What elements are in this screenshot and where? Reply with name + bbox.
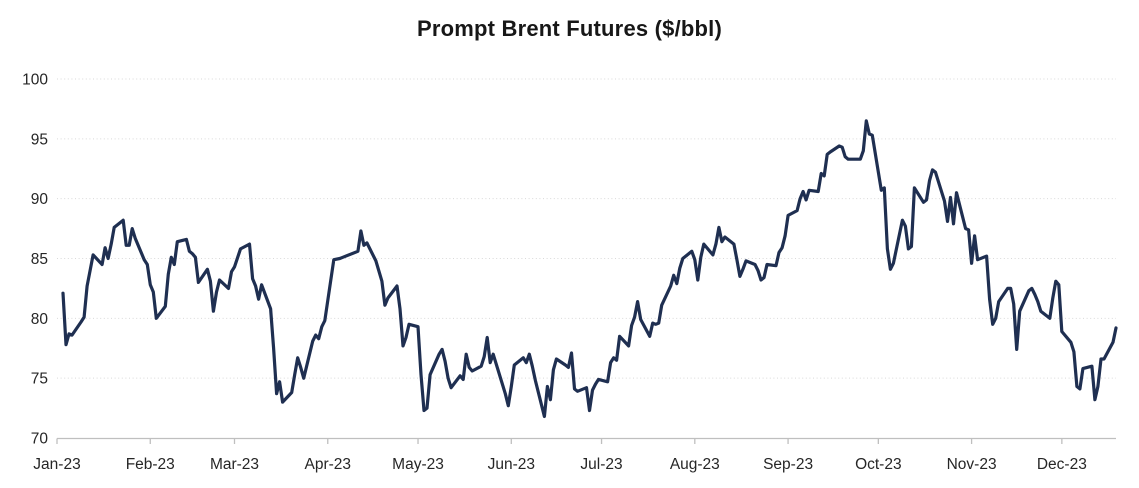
- x-axis-label: Jan-23: [33, 456, 80, 473]
- x-axis-label: Nov-23: [947, 456, 997, 473]
- x-axis-label: Jun-23: [488, 456, 535, 473]
- y-axis-label: 80: [31, 311, 49, 328]
- price-line: [61, 119, 1118, 419]
- y-axis-label: 85: [31, 251, 48, 268]
- y-axis-label: 75: [31, 371, 48, 388]
- y-axis-label: 90: [31, 191, 49, 208]
- x-axis-label: May-23: [392, 456, 444, 473]
- x-axis-label: Sep-23: [763, 456, 813, 473]
- y-axis-label: 70: [31, 430, 49, 447]
- x-axis-label: Feb-23: [126, 456, 175, 473]
- x-axis-label: Aug-23: [670, 456, 720, 473]
- x-axis-label: Dec-23: [1037, 456, 1087, 473]
- x-axis-label: Oct-23: [855, 456, 902, 473]
- chart-title: Prompt Brent Futures ($/bbl): [416, 16, 723, 41]
- x-axis-label: Mar-23: [210, 456, 259, 473]
- y-axis-label: 95: [31, 131, 48, 148]
- x-axis-label: Jul-23: [580, 456, 622, 473]
- y-axis-label: 100: [22, 71, 48, 88]
- x-axis-label: Apr-23: [305, 456, 352, 473]
